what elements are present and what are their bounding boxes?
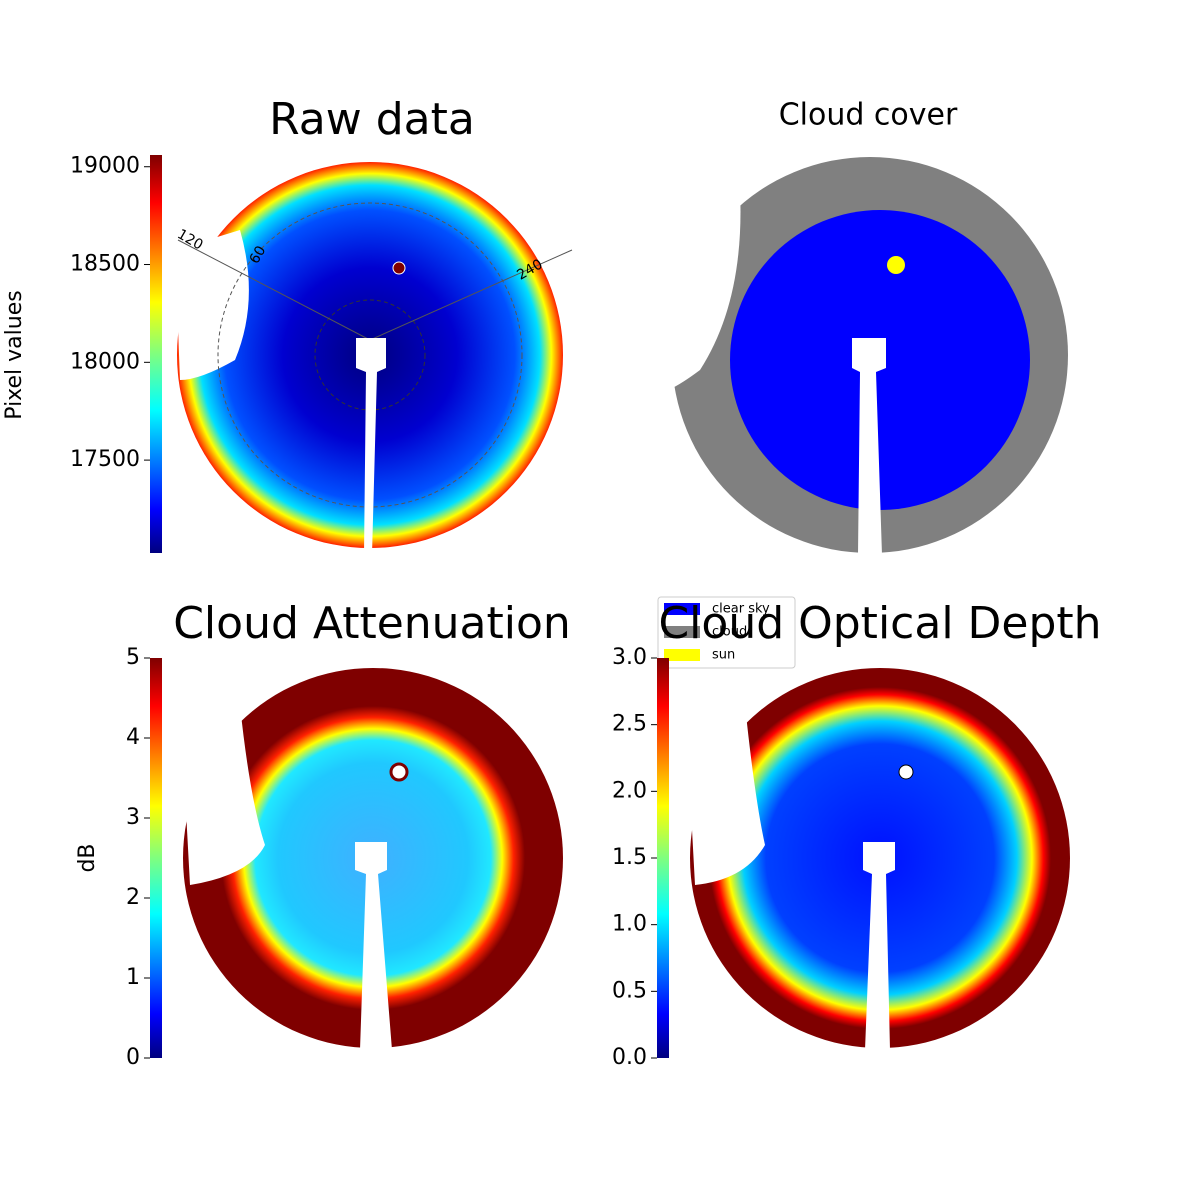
panel-title: Cloud Attenuation: [173, 598, 571, 649]
legend-label: sun: [712, 648, 735, 663]
colorbar-tick-label: 1.5: [612, 845, 647, 870]
colorbar-tick-label: 1.0: [612, 912, 647, 937]
sky-image: [175, 162, 573, 555]
colorbar: [657, 658, 669, 1058]
colorbar-tick-label: 0.5: [612, 978, 647, 1003]
attenuation-image: [180, 668, 563, 1050]
legend-label: cloud: [712, 625, 747, 640]
legend-label: clear sky: [712, 602, 770, 617]
legend-swatch: [664, 603, 700, 615]
colorbar-tick-label: 3: [126, 805, 140, 830]
colorbar-tick-label: 3.0: [612, 645, 647, 670]
colorbar-tick-label: 2.5: [612, 712, 647, 737]
legend-swatch: [664, 649, 700, 661]
colorbar-tick-label: 18500: [70, 252, 140, 277]
colorbar-label: dB: [75, 843, 100, 872]
colorbar-label: Pixel values: [2, 290, 27, 419]
colorbar-tick-label: 17500: [70, 447, 140, 472]
colorbar-tick-label: 0: [126, 1045, 140, 1070]
polar-label: 60: [247, 243, 270, 266]
colorbar-tick-label: 2.0: [612, 778, 647, 803]
colorbar: [150, 155, 162, 553]
colorbar: [150, 658, 162, 1058]
cloud-mask: [660, 157, 1068, 555]
legend-swatch: [664, 626, 700, 638]
colorbar-tick-label: 4: [126, 725, 140, 750]
colorbar-tick-label: 5: [126, 645, 140, 670]
optical-depth-image: [685, 668, 1070, 1050]
colorbar-tick-label: 18000: [70, 349, 140, 374]
colorbar-tick-label: 19000: [70, 154, 140, 179]
panel-title: Cloud Optical Depth: [658, 598, 1101, 649]
colorbar-tick-label: 0.0: [612, 1045, 647, 1070]
panel-title: Cloud cover: [779, 98, 958, 133]
colorbar-tick-label: 1: [126, 965, 140, 990]
colorbar-tick-label: 2: [126, 885, 140, 910]
panel-title: Raw data: [269, 94, 475, 145]
